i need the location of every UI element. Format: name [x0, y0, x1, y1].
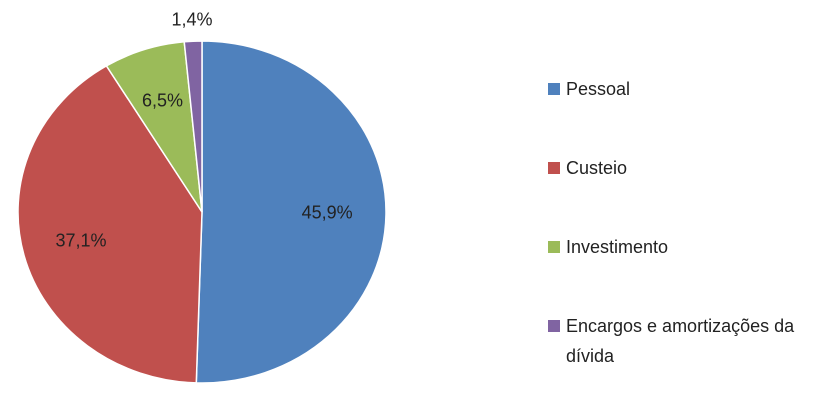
legend-label: Investimento	[566, 237, 669, 257]
legend-swatch	[548, 241, 560, 253]
legend-label: Pessoal	[566, 79, 631, 99]
pie-slice	[17, 64, 203, 384]
data-label: 45,9%	[302, 203, 353, 223]
legend-swatch	[548, 162, 560, 174]
data-label: 6,5%	[142, 90, 183, 110]
pie-slice	[195, 40, 387, 384]
legend-swatch	[548, 320, 560, 332]
legend-label: Encargos e amortizações da dívida	[566, 316, 795, 366]
data-label: 37,1%	[55, 230, 106, 250]
pie-slice	[183, 40, 203, 213]
legend-label: Custeio	[566, 158, 628, 178]
legend-swatch	[548, 83, 560, 95]
data-label: 1,4%	[172, 9, 213, 29]
